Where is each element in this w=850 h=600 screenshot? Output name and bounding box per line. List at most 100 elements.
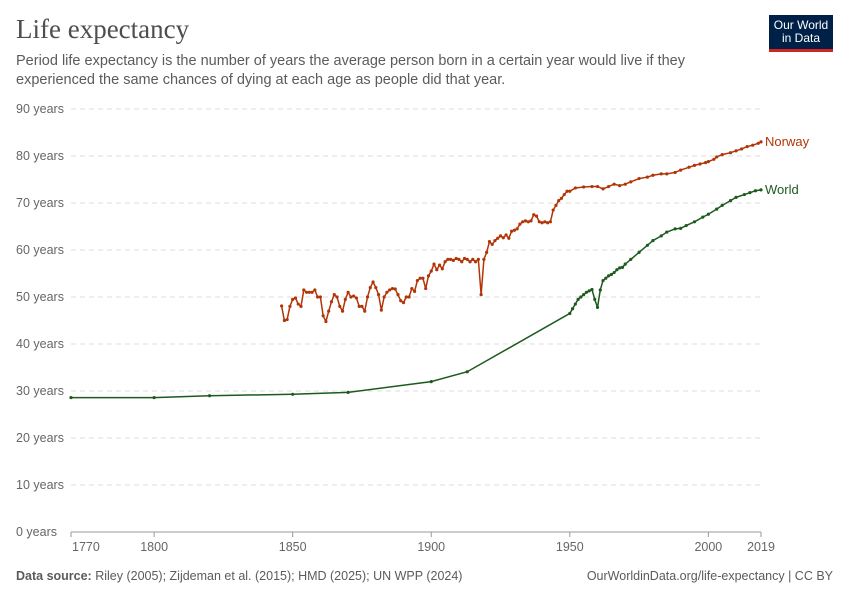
- data-point[interactable]: [568, 311, 572, 316]
- data-point[interactable]: [562, 192, 566, 197]
- data-point[interactable]: [665, 172, 669, 176]
- data-point[interactable]: [335, 295, 339, 299]
- data-point[interactable]: [576, 297, 580, 301]
- data-point[interactable]: [329, 300, 334, 304]
- data-point[interactable]: [285, 317, 289, 322]
- data-point[interactable]: [288, 304, 292, 308]
- data-point[interactable]: [570, 307, 575, 311]
- data-point[interactable]: [615, 268, 619, 272]
- data-point[interactable]: [473, 260, 478, 264]
- data-point[interactable]: [343, 297, 347, 301]
- data-point[interactable]: [371, 280, 375, 284]
- data-point[interactable]: [728, 199, 733, 203]
- data-point[interactable]: [673, 227, 677, 231]
- data-point[interactable]: [393, 287, 397, 291]
- data-point[interactable]: [152, 395, 156, 400]
- data-point[interactable]: [357, 304, 361, 308]
- data-point[interactable]: [559, 196, 564, 200]
- data-point[interactable]: [410, 286, 414, 291]
- data-point[interactable]: [706, 160, 710, 164]
- data-point[interactable]: [446, 257, 450, 261]
- data-point[interactable]: [388, 288, 392, 292]
- data-point[interactable]: [310, 290, 314, 294]
- data-point[interactable]: [651, 173, 655, 177]
- data-point[interactable]: [604, 276, 608, 280]
- data-point[interactable]: [327, 309, 331, 313]
- data-point[interactable]: [587, 289, 591, 293]
- data-point[interactable]: [712, 157, 716, 161]
- data-point[interactable]: [742, 192, 746, 197]
- series-line[interactable]: [71, 189, 762, 399]
- data-point[interactable]: [482, 257, 486, 261]
- data-point[interactable]: [379, 308, 383, 312]
- data-point[interactable]: [698, 162, 702, 166]
- data-point[interactable]: [360, 304, 364, 308]
- data-point[interactable]: [498, 234, 503, 238]
- data-point[interactable]: [462, 256, 467, 261]
- data-point[interactable]: [382, 295, 386, 299]
- data-point[interactable]: [540, 221, 544, 225]
- data-point[interactable]: [407, 295, 411, 299]
- data-point[interactable]: [554, 203, 558, 207]
- data-point[interactable]: [584, 290, 589, 294]
- data-point[interactable]: [623, 262, 627, 266]
- data-point[interactable]: [645, 175, 649, 179]
- data-point[interactable]: [296, 302, 300, 306]
- data-point[interactable]: [703, 160, 708, 165]
- data-point[interactable]: [443, 260, 447, 264]
- data-point[interactable]: [706, 212, 710, 216]
- data-point[interactable]: [280, 304, 284, 308]
- data-point[interactable]: [620, 265, 625, 269]
- data-point[interactable]: [565, 189, 569, 193]
- data-point[interactable]: [590, 287, 594, 292]
- data-point[interactable]: [601, 187, 605, 191]
- data-point[interactable]: [579, 295, 583, 299]
- data-point[interactable]: [321, 314, 325, 318]
- data-point[interactable]: [601, 278, 605, 283]
- data-point[interactable]: [424, 286, 428, 291]
- data-point[interactable]: [69, 395, 73, 400]
- data-point[interactable]: [526, 220, 530, 224]
- data-point[interactable]: [546, 221, 550, 225]
- data-point[interactable]: [715, 155, 719, 159]
- data-point[interactable]: [618, 184, 622, 188]
- data-point[interactable]: [476, 257, 480, 261]
- data-point[interactable]: [595, 184, 600, 189]
- data-point[interactable]: [368, 286, 372, 290]
- data-point[interactable]: [753, 189, 758, 193]
- data-point[interactable]: [468, 260, 472, 264]
- data-point[interactable]: [282, 318, 286, 323]
- data-point[interactable]: [745, 145, 749, 149]
- data-point[interactable]: [471, 257, 475, 261]
- data-point[interactable]: [363, 309, 367, 313]
- data-point[interactable]: [440, 267, 444, 271]
- data-point[interactable]: [460, 260, 464, 264]
- data-point[interactable]: [728, 151, 733, 155]
- data-point[interactable]: [421, 276, 425, 280]
- data-point[interactable]: [606, 274, 611, 278]
- data-point[interactable]: [293, 296, 298, 300]
- data-point[interactable]: [684, 223, 688, 228]
- data-point[interactable]: [629, 180, 633, 184]
- data-point[interactable]: [451, 258, 456, 262]
- data-point[interactable]: [537, 220, 541, 224]
- data-point[interactable]: [501, 236, 505, 240]
- data-point[interactable]: [748, 191, 752, 195]
- data-point[interactable]: [313, 288, 317, 292]
- data-point[interactable]: [346, 390, 350, 395]
- data-point[interactable]: [720, 203, 724, 207]
- data-point[interactable]: [465, 370, 469, 374]
- data-point[interactable]: [432, 262, 436, 266]
- data-point[interactable]: [521, 220, 525, 224]
- data-point[interactable]: [307, 290, 311, 294]
- data-point[interactable]: [457, 257, 461, 261]
- data-point[interactable]: [534, 214, 539, 218]
- data-point[interactable]: [692, 220, 697, 224]
- data-point[interactable]: [324, 319, 328, 324]
- data-point[interactable]: [679, 168, 683, 172]
- data-point[interactable]: [740, 147, 744, 151]
- data-point[interactable]: [756, 141, 760, 145]
- data-point[interactable]: [413, 289, 417, 293]
- data-point[interactable]: [679, 226, 683, 230]
- data-point[interactable]: [354, 296, 359, 300]
